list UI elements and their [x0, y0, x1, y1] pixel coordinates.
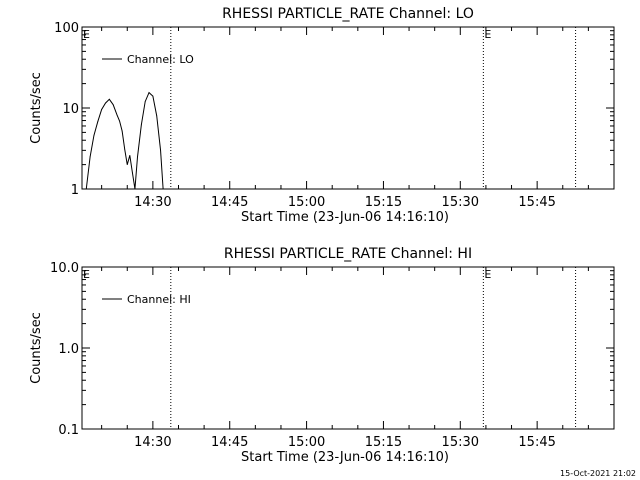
chart-panel-2: RHESSI PARTICLE_RATE Channel: HI 0.1 1.0 10…: [29, 246, 615, 465]
data-point: [126, 164, 128, 166]
legend-entry: Channel: LO: [127, 53, 194, 66]
data-point: [137, 156, 138, 158]
data-point: [93, 134, 95, 136]
chart-title: RHESSI PARTICLE_RATE Channel: LO: [222, 6, 474, 22]
x-tick-label: 14:45: [211, 435, 248, 450]
plot-frame: [81, 266, 615, 430]
x-tick-label: 15:30: [442, 195, 479, 210]
data-point: [160, 149, 161, 151]
data-point: [134, 188, 136, 190]
x-tick-label: 15:15: [365, 195, 402, 210]
chart-title: RHESSI PARTICLE_RATE Channel: HI: [224, 246, 472, 262]
x-axis-label: Start Time (23-Jun-06 14:16:10): [241, 450, 449, 465]
start-marker-label: E: [83, 268, 90, 281]
y-tick-label: 100: [54, 21, 79, 36]
x-tick-label: 14:45: [211, 195, 248, 210]
y-tick-label: 10.0: [50, 261, 79, 276]
x-tick-label: 14:30: [134, 195, 171, 210]
legend-entry: Channel: HI: [127, 293, 191, 306]
data-point: [116, 114, 118, 116]
data-point: [101, 109, 103, 110]
data-point: [140, 124, 142, 126]
data-point: [108, 98, 110, 100]
data-point: [97, 121, 99, 122]
x-tick-label: 15:30: [442, 435, 479, 450]
data-point: [152, 95, 154, 97]
start-marker-label: E: [83, 28, 90, 41]
time-marker-label: E: [484, 268, 491, 281]
data-point: [105, 102, 106, 104]
y-tick-label: 10: [62, 102, 79, 117]
y-axis-label: Counts/sec: [29, 312, 44, 384]
series-line-1: [85, 91, 164, 189]
x-tick-label: 15:45: [518, 195, 555, 210]
y-tick-label: 1.0: [58, 342, 79, 357]
data-point: [124, 148, 126, 150]
x-axis-label: Start Time (23-Jun-06 14:16:10): [241, 210, 449, 225]
x-tick-label: 15:00: [288, 195, 325, 210]
data-point: [131, 172, 133, 173]
y-axis-label: Counts/sec: [29, 72, 44, 144]
x-tick-label: 14:30: [134, 435, 171, 450]
data-point: [89, 156, 91, 158]
data-point: [148, 92, 150, 93]
time-marker-label: E: [484, 28, 491, 41]
y-tick-label: 0.1: [58, 423, 79, 438]
x-tick-label: 15:45: [518, 435, 555, 450]
data-point: [119, 120, 120, 122]
x-tick-label: 15:00: [288, 435, 325, 450]
y-tick-label: 1: [71, 183, 79, 198]
x-tick-label: 15:15: [365, 435, 402, 450]
chart-panel-1: RHESSI PARTICLE_RATE Channel: LO 1 10 100 14…: [29, 6, 615, 225]
footer-timestamp: 15-Oct-2021 21:02: [560, 469, 636, 478]
data-point: [121, 130, 123, 132]
data-point: [129, 154, 131, 156]
data-point: [112, 104, 114, 106]
data-point: [162, 188, 164, 190]
data-point: [156, 115, 158, 117]
data-point: [85, 188, 87, 190]
data-point: [144, 101, 146, 102]
